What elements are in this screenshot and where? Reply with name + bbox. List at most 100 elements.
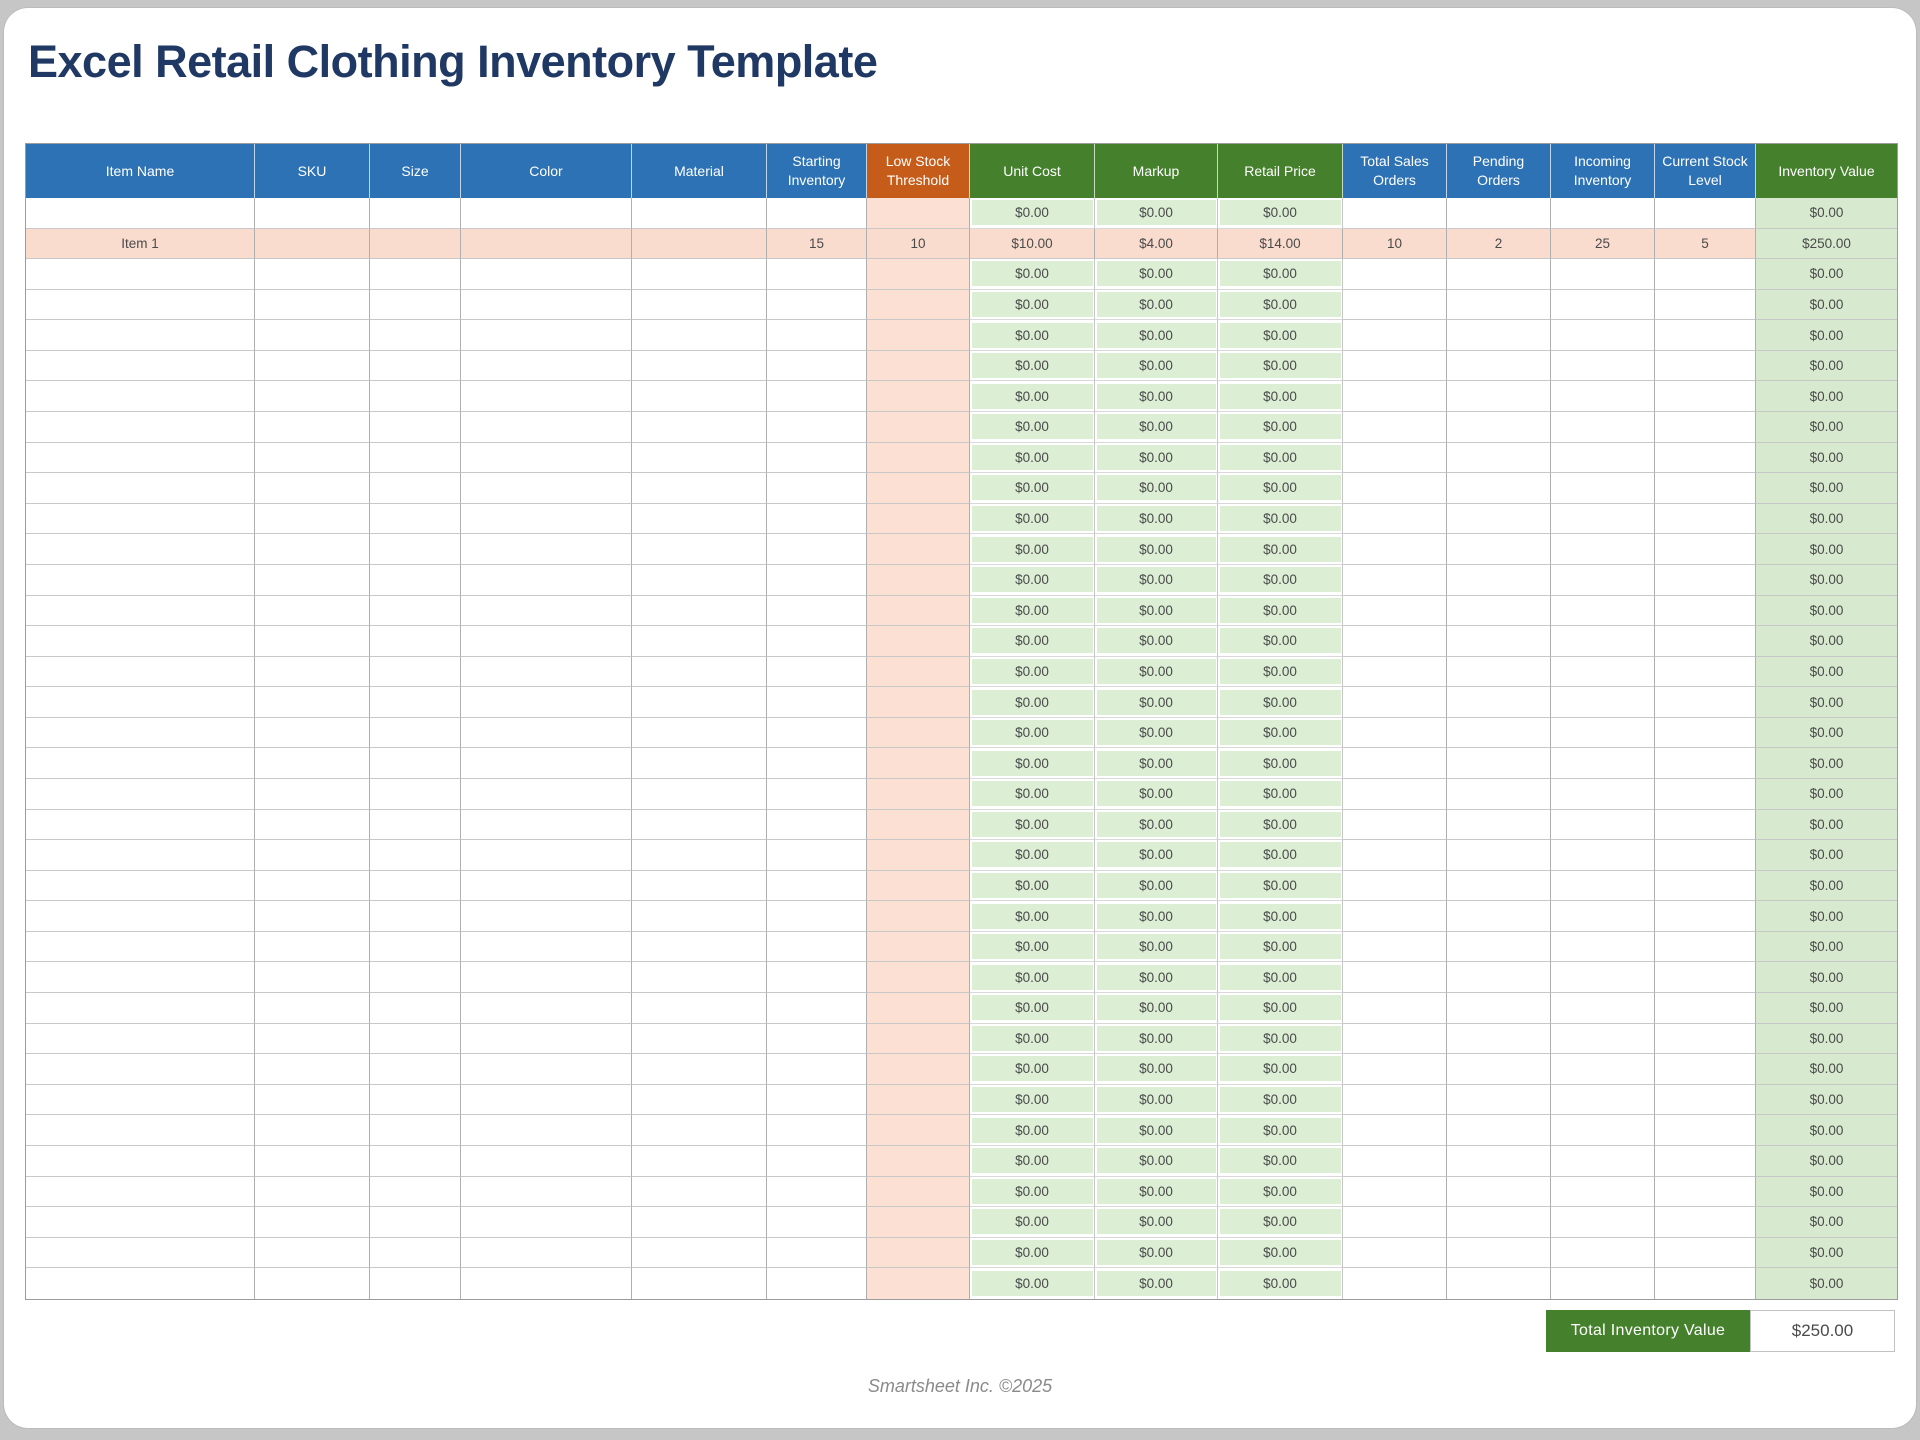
cell-inventory_value[interactable]: $0.00 <box>1756 1145 1897 1177</box>
cell-starting_inventory[interactable] <box>767 840 867 871</box>
cell-unit_cost[interactable]: $0.00 <box>970 534 1095 565</box>
cell-sku[interactable] <box>255 1268 370 1299</box>
cell-unit_cost[interactable]: $0.00 <box>970 626 1095 657</box>
cell-sku[interactable] <box>255 870 370 902</box>
cell-retail_price[interactable]: $0.00 <box>1218 626 1343 657</box>
cell-color[interactable] <box>461 198 632 229</box>
cell-pending_orders[interactable] <box>1447 687 1551 718</box>
cell-color[interactable] <box>461 534 632 565</box>
cell-color[interactable] <box>461 289 632 321</box>
cell-item_name[interactable] <box>26 198 255 229</box>
cell-sku[interactable] <box>255 1084 370 1116</box>
cell-total_sales_orders[interactable] <box>1343 289 1447 321</box>
cell-item_name[interactable] <box>26 962 255 994</box>
cell-pending_orders[interactable] <box>1447 748 1551 779</box>
cell-size[interactable] <box>370 473 461 504</box>
cell-size[interactable] <box>370 320 461 351</box>
cell-current_stock_level[interactable] <box>1655 717 1756 749</box>
cell-low_stock_threshold[interactable] <box>867 1237 970 1269</box>
cell-sku[interactable] <box>255 228 370 260</box>
cell-item_name[interactable] <box>26 1054 255 1085</box>
cell-retail_price[interactable]: $0.00 <box>1218 1145 1343 1177</box>
cell-pending_orders[interactable] <box>1447 809 1551 841</box>
cell-pending_orders[interactable] <box>1447 289 1551 321</box>
cell-retail_price[interactable]: $0.00 <box>1218 259 1343 290</box>
cell-low_stock_threshold[interactable] <box>867 198 970 229</box>
cell-current_stock_level[interactable] <box>1655 1054 1756 1085</box>
cell-inventory_value[interactable]: $0.00 <box>1756 534 1897 565</box>
cell-pending_orders[interactable] <box>1447 381 1551 413</box>
cell-current_stock_level[interactable] <box>1655 198 1756 229</box>
cell-item_name[interactable] <box>26 1084 255 1116</box>
cell-sku[interactable] <box>255 595 370 627</box>
cell-pending_orders[interactable] <box>1447 870 1551 902</box>
cell-markup[interactable]: $0.00 <box>1095 1054 1218 1085</box>
cell-markup[interactable]: $0.00 <box>1095 534 1218 565</box>
cell-unit_cost[interactable]: $0.00 <box>970 962 1095 994</box>
cell-material[interactable] <box>632 840 767 871</box>
cell-current_stock_level[interactable] <box>1655 412 1756 443</box>
cell-color[interactable] <box>461 1237 632 1269</box>
cell-pending_orders[interactable] <box>1447 1115 1551 1146</box>
cell-markup[interactable]: $0.00 <box>1095 259 1218 290</box>
cell-retail_price[interactable]: $0.00 <box>1218 412 1343 443</box>
cell-markup[interactable]: $0.00 <box>1095 1084 1218 1116</box>
cell-retail_price[interactable]: $0.00 <box>1218 198 1343 229</box>
cell-material[interactable] <box>632 626 767 657</box>
cell-item_name[interactable] <box>26 473 255 504</box>
cell-total_sales_orders[interactable] <box>1343 1207 1447 1238</box>
cell-low_stock_threshold[interactable] <box>867 412 970 443</box>
cell-total_sales_orders[interactable] <box>1343 198 1447 229</box>
cell-item_name[interactable] <box>26 993 255 1024</box>
cell-low_stock_threshold[interactable] <box>867 473 970 504</box>
cell-incoming_inventory[interactable] <box>1551 717 1655 749</box>
cell-sku[interactable] <box>255 564 370 596</box>
cell-size[interactable] <box>370 595 461 627</box>
cell-unit_cost[interactable]: $0.00 <box>970 778 1095 810</box>
cell-low_stock_threshold[interactable] <box>867 442 970 474</box>
cell-item_name[interactable] <box>26 656 255 688</box>
cell-item_name[interactable] <box>26 442 255 474</box>
cell-current_stock_level[interactable] <box>1655 1176 1756 1208</box>
cell-current_stock_level[interactable] <box>1655 595 1756 627</box>
cell-starting_inventory[interactable] <box>767 412 867 443</box>
cell-retail_price[interactable]: $0.00 <box>1218 1054 1343 1085</box>
cell-current_stock_level[interactable] <box>1655 809 1756 841</box>
cell-low_stock_threshold[interactable] <box>867 1054 970 1085</box>
cell-starting_inventory[interactable] <box>767 1237 867 1269</box>
cell-incoming_inventory[interactable] <box>1551 656 1655 688</box>
cell-incoming_inventory[interactable] <box>1551 381 1655 413</box>
cell-pending_orders[interactable] <box>1447 1145 1551 1177</box>
cell-inventory_value[interactable]: $0.00 <box>1756 809 1897 841</box>
cell-inventory_value[interactable]: $0.00 <box>1756 289 1897 321</box>
cell-incoming_inventory[interactable] <box>1551 473 1655 504</box>
cell-current_stock_level[interactable] <box>1655 1145 1756 1177</box>
cell-unit_cost[interactable]: $0.00 <box>970 656 1095 688</box>
cell-pending_orders[interactable] <box>1447 1237 1551 1269</box>
cell-current_stock_level[interactable] <box>1655 962 1756 994</box>
cell-color[interactable] <box>461 840 632 871</box>
cell-total_sales_orders[interactable] <box>1343 626 1447 657</box>
cell-pending_orders[interactable] <box>1447 259 1551 290</box>
cell-sku[interactable] <box>255 412 370 443</box>
cell-total_sales_orders[interactable] <box>1343 901 1447 932</box>
cell-markup[interactable]: $0.00 <box>1095 840 1218 871</box>
cell-color[interactable] <box>461 656 632 688</box>
cell-color[interactable] <box>461 1054 632 1085</box>
cell-material[interactable] <box>632 503 767 535</box>
cell-markup[interactable]: $0.00 <box>1095 626 1218 657</box>
cell-current_stock_level[interactable] <box>1655 534 1756 565</box>
cell-inventory_value[interactable]: $0.00 <box>1756 564 1897 596</box>
cell-sku[interactable] <box>255 962 370 994</box>
cell-material[interactable] <box>632 778 767 810</box>
cell-incoming_inventory[interactable] <box>1551 778 1655 810</box>
cell-current_stock_level[interactable] <box>1655 626 1756 657</box>
cell-low_stock_threshold[interactable] <box>867 626 970 657</box>
cell-starting_inventory[interactable] <box>767 320 867 351</box>
cell-inventory_value[interactable]: $0.00 <box>1756 1176 1897 1208</box>
cell-sku[interactable] <box>255 993 370 1024</box>
cell-material[interactable] <box>632 656 767 688</box>
cell-material[interactable] <box>632 564 767 596</box>
cell-item_name[interactable] <box>26 931 255 963</box>
cell-inventory_value[interactable]: $250.00 <box>1756 228 1897 260</box>
